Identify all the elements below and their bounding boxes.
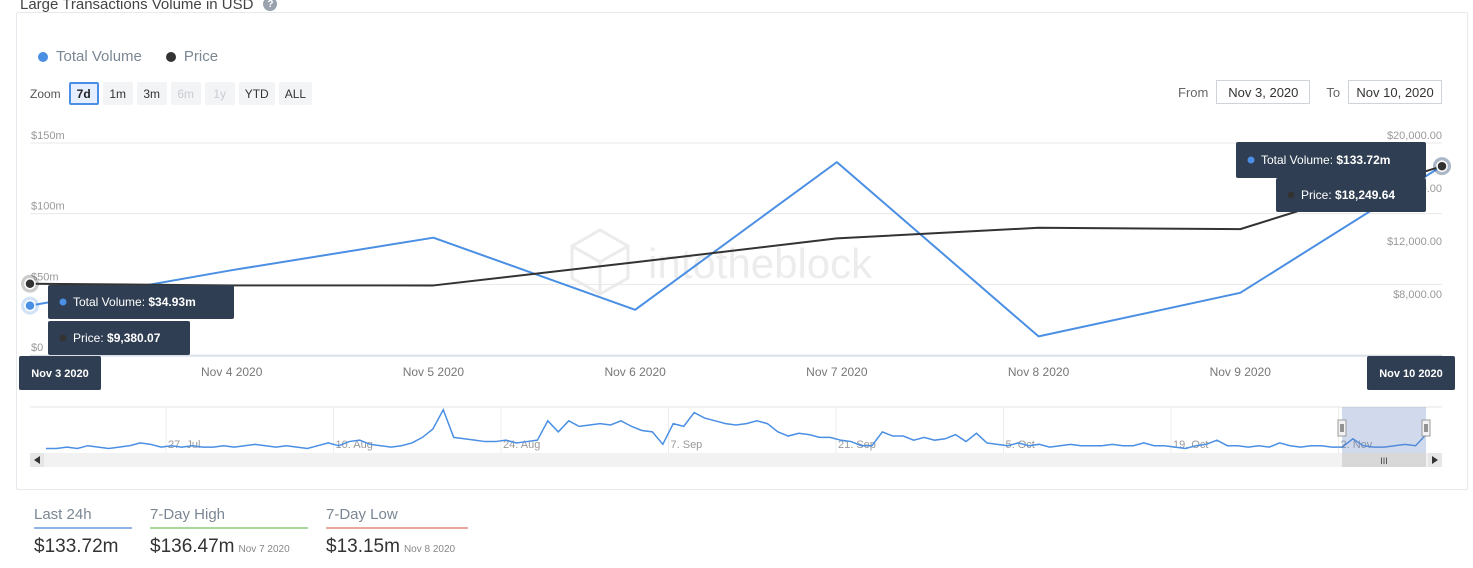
line-chart: intotheblock $0$50m$100m$150m $8,000.00$… xyxy=(19,130,1455,467)
legend-dot-icon xyxy=(165,51,176,62)
chevron-left-icon xyxy=(34,456,40,464)
chevron-right-icon xyxy=(1432,456,1438,464)
x-tick-label: Nov 5 2020 xyxy=(403,365,465,379)
svg-text:Nov 10 2020: Nov 10 2020 xyxy=(1379,368,1443,380)
navigator-tick-label: 21. Sep xyxy=(838,439,876,451)
zoom-1y-button[interactable]: 1y xyxy=(204,82,235,105)
tooltip-text: Total Volume: $133.72m xyxy=(1261,153,1390,167)
navigator-tick-label: 7. Sep xyxy=(671,439,703,451)
legend-dot-icon xyxy=(38,51,48,62)
stat-value: $13.15m xyxy=(326,536,400,557)
zoom-controls: Zoom 7d 1m 3m 6m 1y YTD ALL xyxy=(30,82,313,105)
stat-7-day-low: 7-Day Low $13.15m Nov 8 2020 xyxy=(326,506,468,558)
watermark-logo-icon xyxy=(570,228,630,296)
navigator-tick-label: 5. Oct xyxy=(1006,439,1035,451)
from-date-input[interactable]: Nov 3, 2020 xyxy=(1216,80,1311,104)
y-left-tick-label: $150m xyxy=(31,130,65,142)
tooltip-dot-icon xyxy=(1287,191,1295,199)
x-tick-label: Nov 6 2020 xyxy=(604,365,666,379)
y-right-tick-label: $8,000.00 xyxy=(1393,289,1442,301)
stat-label: 7-Day High xyxy=(150,506,308,529)
chart-legend: Total Volume Price xyxy=(38,48,218,65)
legend-item-price[interactable]: Price xyxy=(165,48,219,65)
summary-stats: Last 24h $133.72m 7-Day High $136.47m No… xyxy=(34,506,468,558)
question-circle-icon[interactable]: ? xyxy=(263,0,278,11)
data-point[interactable] xyxy=(24,277,36,290)
tooltip-start-date: Nov 3 2020 xyxy=(19,356,101,390)
legend-label: Price xyxy=(183,48,219,65)
navigator-left-handle[interactable] xyxy=(1337,419,1347,437)
x-tick-label: Nov 8 2020 xyxy=(1008,365,1070,379)
x-tick-label: Nov 7 2020 xyxy=(806,365,868,379)
tooltip-dot-icon xyxy=(59,334,67,342)
stat-label: 7-Day Low xyxy=(326,506,468,529)
tooltip-text: Price: $9,380.07 xyxy=(73,331,161,345)
zoom-6m-button[interactable]: 6m xyxy=(170,82,201,105)
zoom-label: Zoom xyxy=(30,86,61,101)
series-line-price[interactable] xyxy=(29,165,1443,287)
zoom-all-button[interactable]: ALL xyxy=(278,82,313,105)
to-label: To xyxy=(1326,84,1341,100)
y-left-tick-label: $0 xyxy=(31,342,43,354)
x-tick-label: Nov 4 2020 xyxy=(201,365,263,379)
tooltip-text: Total Volume: $34.93m xyxy=(73,295,196,309)
x-tick-label: Nov 9 2020 xyxy=(1210,365,1272,379)
tooltip-end-date: Nov 10 2020 xyxy=(1367,356,1455,390)
tooltip-start-price: Price: $9,380.07 xyxy=(48,321,190,355)
navigator-series-line xyxy=(46,407,1427,450)
series-line-total-volume[interactable] xyxy=(29,161,1443,338)
data-point[interactable] xyxy=(24,299,36,312)
data-point[interactable] xyxy=(1436,160,1448,172)
legend-item-total-volume[interactable]: Total Volume xyxy=(38,48,142,65)
stat-7-day-high: 7-Day High $136.47m Nov 7 2020 xyxy=(150,506,308,558)
to-date-input[interactable]: Nov 10, 2020 xyxy=(1348,80,1443,104)
scrollbar-grip-icon: III xyxy=(1380,456,1388,466)
date-range: From Nov 3, 2020 To Nov 10, 2020 xyxy=(1178,80,1443,104)
svg-text:Nov 3 2020: Nov 3 2020 xyxy=(31,368,88,380)
navigator-scrollbar[interactable]: III xyxy=(30,453,1442,467)
stat-value: $133.72m xyxy=(34,536,119,557)
y-left-tick-label: $100m xyxy=(31,201,65,213)
y-right-tick-label: $20,000.00 xyxy=(1387,130,1442,142)
stat-last-24h: Last 24h $133.72m xyxy=(34,506,132,558)
zoom-3m-button[interactable]: 3m xyxy=(136,82,167,105)
stat-date: Nov 8 2020 xyxy=(403,544,456,555)
stat-label: Last 24h xyxy=(34,506,132,529)
tooltip-end-price: Price: $18,249.64 xyxy=(1276,178,1426,212)
from-label: From xyxy=(1178,84,1209,100)
zoom-1m-button[interactable]: 1m xyxy=(102,82,133,105)
tooltip-dot-icon xyxy=(59,298,67,306)
stat-value: $136.47m xyxy=(150,536,235,557)
chart-header: Large Transactions Volume in USD ? xyxy=(20,0,278,14)
navigator-selected-range[interactable] xyxy=(1342,407,1426,454)
tooltip-text: Price: $18,249.64 xyxy=(1301,188,1395,202)
chart-title: Large Transactions Volume in USD xyxy=(20,0,254,13)
navigator-right-handle[interactable] xyxy=(1421,419,1431,437)
scrollbar-track[interactable] xyxy=(30,453,1442,467)
scrollbar-thumb[interactable] xyxy=(1342,453,1426,467)
navigator-tick-label: 27. Jul xyxy=(168,439,200,451)
zoom-ytd-button[interactable]: YTD xyxy=(238,82,275,105)
stat-date: Nov 7 2020 xyxy=(238,544,290,555)
zoom-7d-button[interactable]: 7d xyxy=(68,82,99,105)
tooltip-start-volume: Total Volume: $34.93m xyxy=(48,285,234,319)
tooltip-end-volume: Total Volume: $133.72m xyxy=(1236,142,1426,178)
y-right-tick-label: $12,000.00 xyxy=(1387,236,1442,248)
y-left-tick-label: $50m xyxy=(31,271,59,283)
tooltip-dot-icon xyxy=(1247,156,1255,164)
legend-label: Total Volume xyxy=(56,48,142,65)
